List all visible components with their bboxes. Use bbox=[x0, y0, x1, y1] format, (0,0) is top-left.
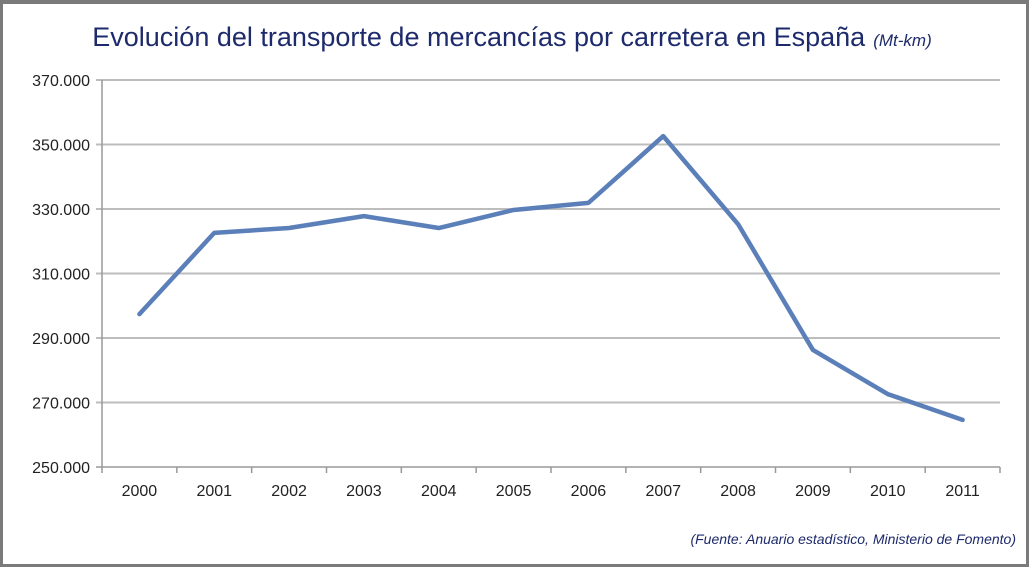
x-tick-label: 2000 bbox=[122, 483, 158, 500]
x-tick-label: 2011 bbox=[945, 483, 980, 500]
y-tick-label: 370.000 bbox=[32, 73, 90, 90]
x-tick-label: 2005 bbox=[496, 483, 532, 500]
x-tick-label: 2007 bbox=[645, 483, 681, 500]
data-point bbox=[437, 226, 441, 230]
data-point bbox=[586, 201, 590, 205]
data-point bbox=[886, 392, 890, 396]
chart-title: Evolución del transporte de mercancías p… bbox=[92, 22, 931, 52]
data-point bbox=[212, 231, 216, 235]
x-tick-label: 2006 bbox=[571, 483, 607, 500]
data-point bbox=[512, 208, 516, 212]
series-line bbox=[137, 133, 965, 423]
data-point bbox=[661, 134, 665, 138]
y-tick-label: 330.000 bbox=[32, 202, 90, 219]
x-tick-label: 2004 bbox=[421, 483, 457, 500]
data-point bbox=[137, 312, 141, 316]
x-tick-label: 2001 bbox=[196, 483, 232, 500]
x-tick-label: 2010 bbox=[870, 483, 906, 500]
data-point bbox=[811, 348, 815, 352]
x-tick-label: 2002 bbox=[271, 483, 307, 500]
source-note: (Fuente: Anuario estadístico, Ministerio… bbox=[690, 531, 1016, 547]
data-point bbox=[362, 214, 366, 218]
data-point bbox=[287, 226, 291, 230]
data-point bbox=[961, 418, 965, 422]
x-tick-label: 2008 bbox=[720, 483, 756, 500]
y-tick-label: 270.000 bbox=[32, 396, 90, 413]
x-tick-label: 2003 bbox=[346, 483, 382, 500]
y-tick-label: 310.000 bbox=[32, 267, 90, 284]
x-tick-label: 2009 bbox=[795, 483, 831, 500]
y-tick-label: 250.000 bbox=[32, 460, 90, 477]
y-tick-label: 290.000 bbox=[32, 331, 90, 348]
y-tick-label: 350.000 bbox=[32, 138, 90, 155]
data-point bbox=[736, 222, 740, 226]
